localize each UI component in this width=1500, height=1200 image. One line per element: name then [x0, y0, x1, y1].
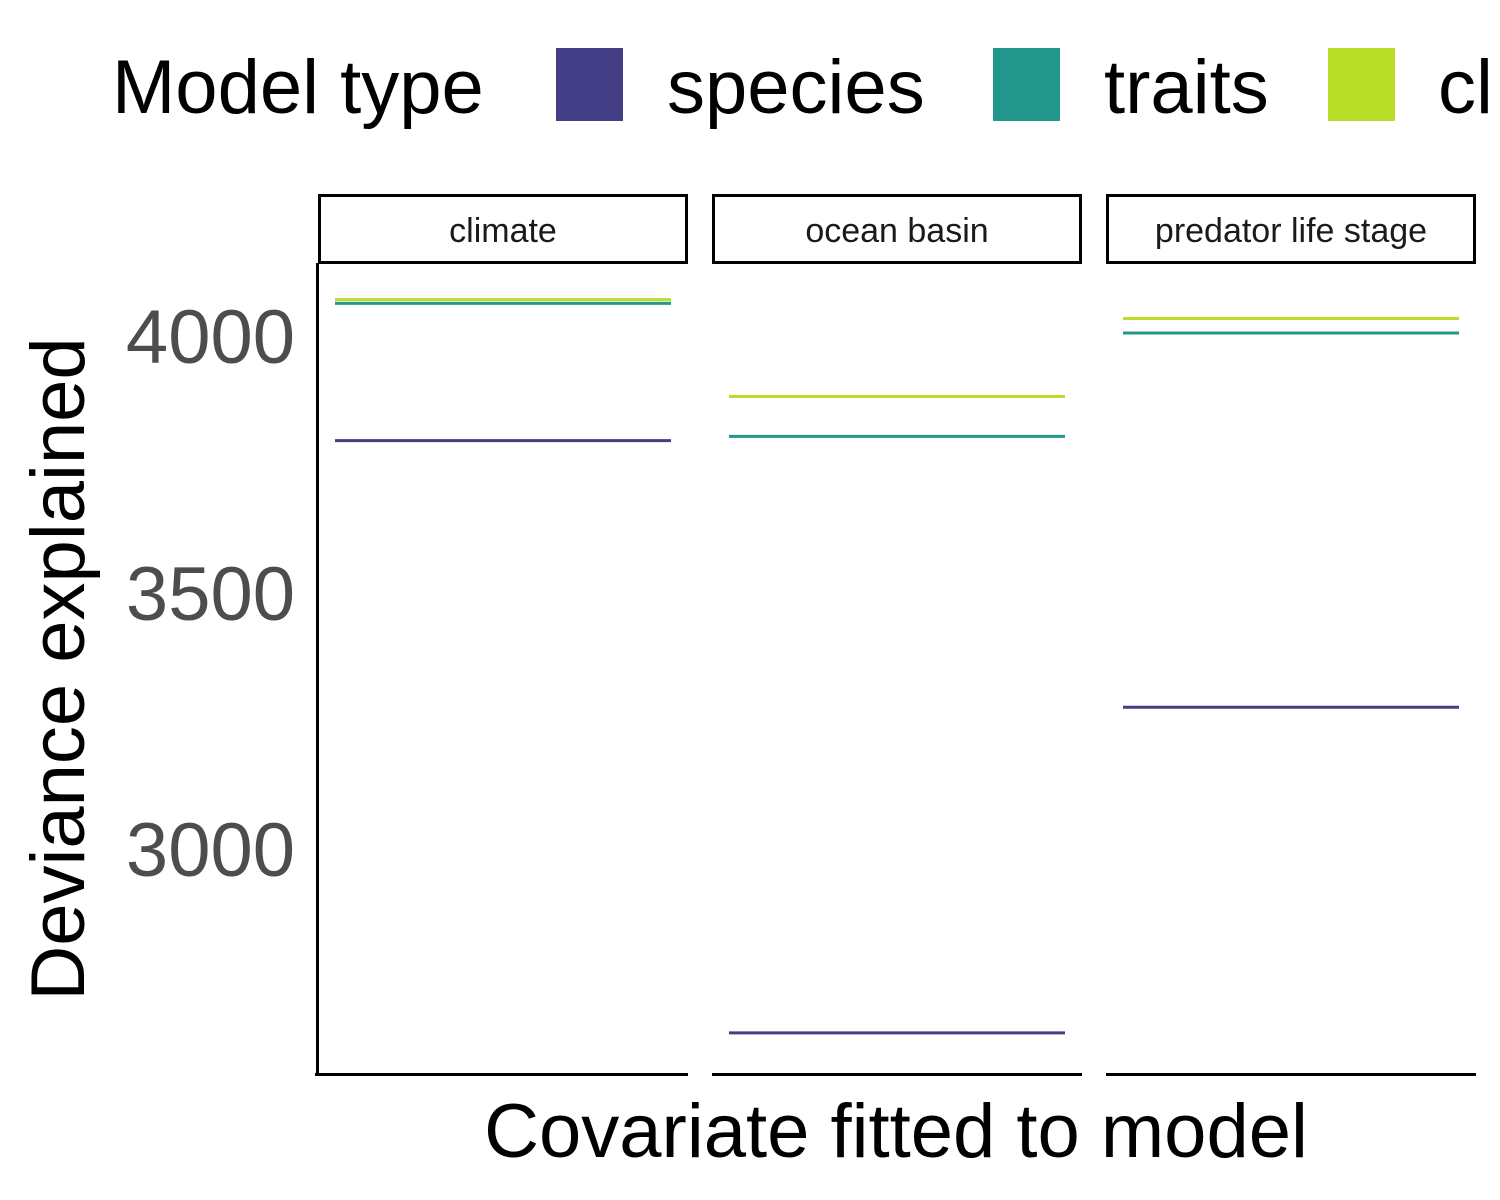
y-axis: 3000 3500 4000: [126, 263, 319, 1076]
legend-key-cl: [1328, 48, 1395, 121]
strip-label-predator-life-stage: predator life stage: [1155, 212, 1427, 250]
strip-climate: [318, 194, 688, 264]
panel-climate: climate: [315, 194, 688, 1076]
strip-label-climate: climate: [449, 212, 557, 250]
panels: climate ocean basin predator life stage: [315, 194, 1476, 1076]
legend-key-traits: [993, 48, 1060, 121]
strip-label-ocean-basin: ocean basin: [805, 212, 988, 250]
legend: Model type species traits cl: [112, 45, 1493, 130]
strip-ocean-basin: [712, 194, 1082, 264]
legend-label-traits: traits: [1104, 45, 1269, 130]
panel-ocean-basin: ocean basin: [712, 194, 1082, 1076]
legend-key-species: [556, 48, 623, 121]
legend-title: Model type: [112, 45, 484, 130]
legend-label-cl: cl: [1438, 45, 1493, 130]
legend-label-species: species: [667, 45, 925, 130]
strip-predator-life-stage: [1106, 194, 1476, 264]
y-axis-title: Deviance explained: [16, 337, 101, 1000]
y-tick-label-3500: 3500: [126, 552, 295, 637]
y-tick-label-3000: 3000: [126, 808, 295, 893]
panel-predator-life-stage: predator life stage: [1106, 194, 1476, 1076]
y-tick-label-4000: 4000: [126, 295, 295, 380]
x-axis-title: Covariate fitted to model: [484, 1089, 1308, 1174]
